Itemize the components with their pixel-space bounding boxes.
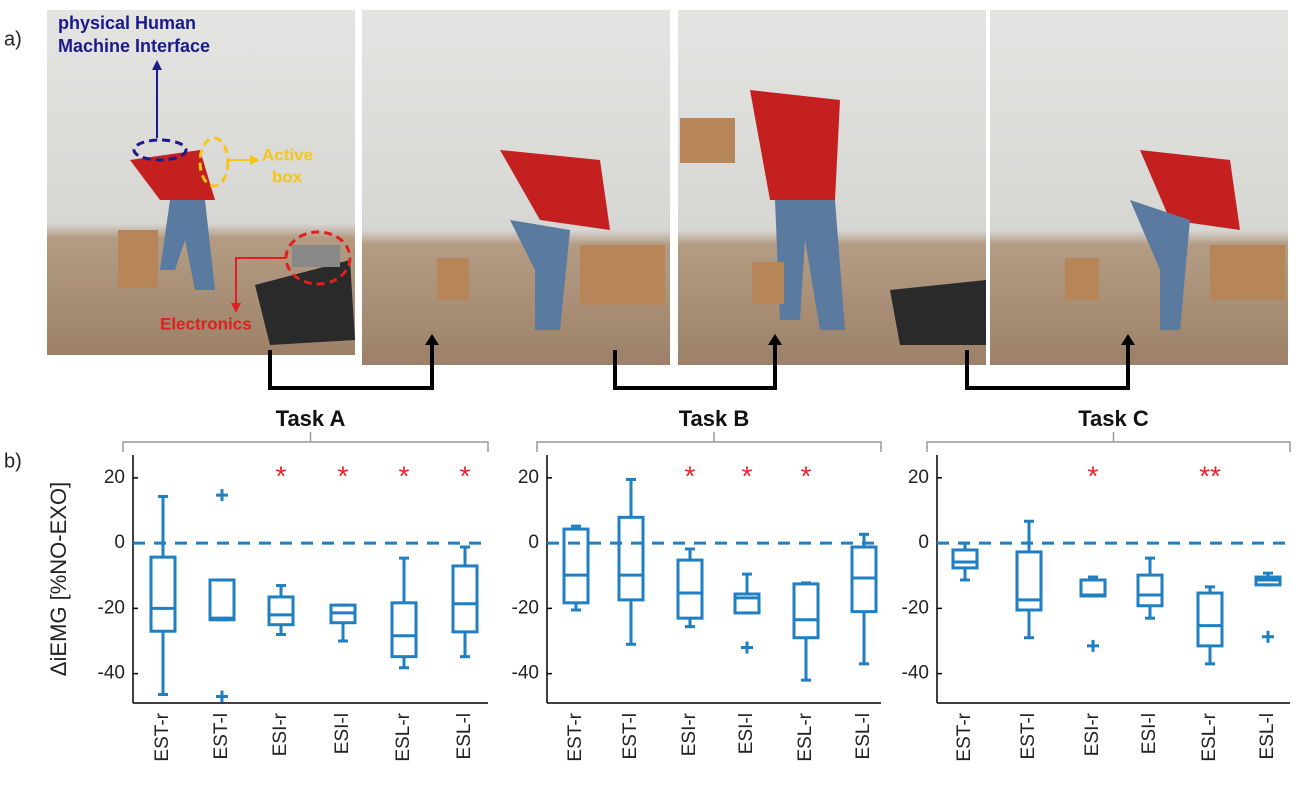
y-tick-label: -40 (512, 663, 539, 684)
y-tick-label: -20 (902, 597, 929, 618)
chart-title: Task C (1078, 406, 1149, 431)
annotation: Electronics (160, 314, 252, 333)
annotation: physical Human (58, 13, 196, 33)
outlier (741, 641, 753, 654)
x-tick-label: ESL-l (454, 713, 475, 759)
y-axis-label: ΔiEMG [%NO-EXO] (46, 482, 71, 676)
significance: * (276, 460, 287, 491)
photo (990, 10, 1288, 365)
y-tick-label: 20 (104, 467, 125, 488)
x-tick-label: EST-l (1018, 713, 1039, 759)
significance: * (1088, 460, 1099, 491)
chart-title: Task B (679, 406, 750, 431)
x-tick-label: ESI-l (736, 713, 757, 754)
annotation: Machine Interface (58, 36, 210, 56)
box (208, 578, 236, 622)
x-tick-label: EST-l (211, 713, 232, 759)
box (733, 592, 761, 615)
x-tick-label: ESL-l (1257, 713, 1278, 759)
x-tick-label: EST-r (565, 712, 586, 761)
box (118, 118, 1285, 305)
x-tick-label: ESL-r (1199, 712, 1220, 761)
y-tick-label: -20 (512, 597, 539, 618)
panel-label: a) (4, 28, 22, 50)
arrowhead (250, 155, 260, 165)
box (617, 515, 645, 602)
title-bracket (926, 441, 1291, 452)
x-tick-label: ESI-r (270, 712, 291, 756)
outlier (216, 690, 228, 703)
x-tick-label: ESL-r (795, 712, 816, 761)
sequence-arrowheads (425, 334, 1135, 345)
y-tick-label: 20 (518, 467, 539, 488)
box (149, 555, 177, 633)
photos (47, 10, 1288, 390)
x-tick-label: ESI-r (679, 712, 700, 756)
sequence-arrows (268, 340, 1130, 390)
box (267, 595, 295, 627)
outlier (1262, 630, 1274, 643)
x-tick-label: ESL-r (393, 712, 414, 761)
y-tick-label: -40 (98, 663, 125, 684)
title-bracket (536, 441, 882, 452)
x-tick-label: EST-r (954, 712, 975, 761)
charts: Task A 20 0 -20 -40 ΔiEMG [%NO-EXO] EST-r EST-l… (46, 406, 1291, 762)
y-tick-label: 0 (114, 532, 125, 553)
box (390, 601, 418, 659)
box (1015, 550, 1043, 612)
significance: ** (1199, 460, 1221, 491)
y-tick-label: -20 (98, 597, 125, 618)
photo (362, 10, 670, 365)
electronics-box (292, 245, 340, 267)
x-tick-label: ESI-l (1139, 713, 1160, 754)
box (562, 527, 590, 605)
arrowhead (152, 60, 162, 70)
y-tick-label: 0 (918, 532, 929, 553)
significance: * (801, 460, 812, 491)
box (1196, 591, 1224, 648)
panel-label: b) (4, 450, 22, 472)
y-tick-label: 0 (528, 532, 539, 553)
active-box-marker (198, 136, 230, 188)
y-tick-label: -40 (902, 663, 929, 684)
box (792, 582, 820, 640)
box (1136, 573, 1164, 608)
hmi-marker (132, 138, 188, 162)
annotation: box (272, 167, 303, 186)
outlier (1087, 639, 1099, 652)
y-tick-label: 20 (908, 467, 929, 488)
box (451, 564, 479, 634)
x-tick-label: EST-l (620, 713, 641, 759)
x-tick-label: ESI-r (1082, 712, 1103, 756)
significance: * (685, 460, 696, 491)
x-tick-label: ESI-l (332, 713, 353, 754)
box (676, 558, 704, 620)
significance: * (399, 460, 410, 491)
arrow (235, 257, 286, 305)
outlier (216, 489, 228, 502)
annotation: Active (262, 145, 313, 164)
chart-title: Task A (276, 406, 346, 431)
arrowhead (231, 303, 241, 313)
x-tick-label: ESL-l (853, 713, 874, 759)
significance: * (460, 460, 471, 491)
person (130, 90, 1240, 230)
significance: * (338, 460, 349, 491)
x-tick-label: EST-r (152, 712, 173, 761)
legs (160, 200, 1190, 330)
significance: * (742, 460, 753, 491)
box (951, 548, 979, 570)
title-bracket (122, 441, 489, 452)
